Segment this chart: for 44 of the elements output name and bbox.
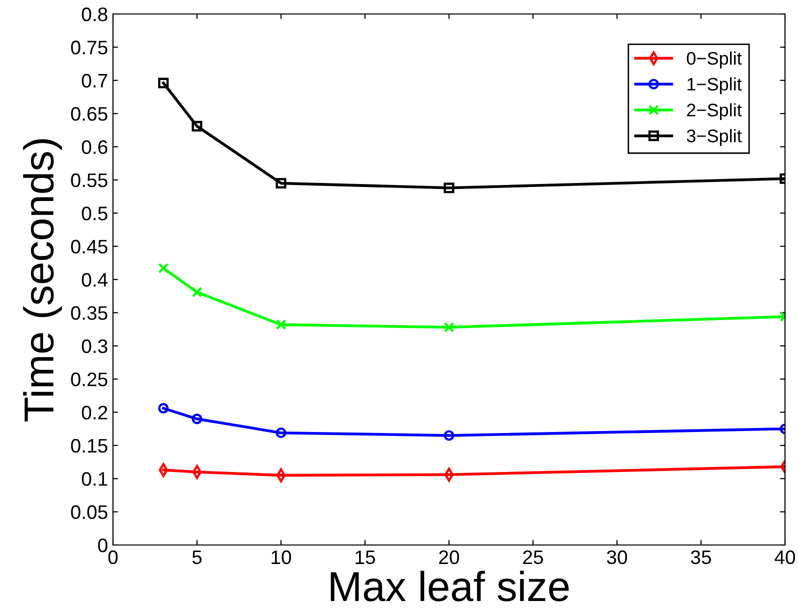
point <box>192 414 202 424</box>
point <box>192 120 202 132</box>
x-tick-label: 40 <box>774 550 796 564</box>
x-tick-label: 25 <box>523 550 543 564</box>
y-tick-label: 0.35 <box>71 306 108 320</box>
y-tick-label: 0.45 <box>71 240 108 254</box>
point <box>276 428 286 438</box>
legend-label: 2−Split <box>687 103 742 120</box>
y-tick-label: 0.2 <box>82 406 108 420</box>
legend-label: 1−Split <box>688 77 742 94</box>
x-tick-label: 30 <box>606 550 628 564</box>
y-tick-label: 0.6 <box>82 140 108 154</box>
legend-label: 3−Split <box>686 129 742 146</box>
y-tick-label: 0.25 <box>71 372 108 386</box>
x-axis-title: Max leaf size <box>330 570 569 602</box>
point <box>444 322 454 333</box>
legend-label: 0−Split <box>686 51 742 68</box>
y-tick-label: 0.4 <box>82 272 108 287</box>
y-tick-label: 0 <box>98 538 108 552</box>
point <box>444 430 454 441</box>
x-tick-label: 5 <box>192 550 202 564</box>
y-tick-label: 0.5 <box>82 206 108 220</box>
x-tick-label: 20 <box>439 550 460 564</box>
point <box>158 262 169 274</box>
x-tick-label: 15 <box>356 550 375 564</box>
y-tick-label: 0.1 <box>82 472 108 486</box>
y-tick-label: 0.05 <box>71 505 108 520</box>
y-tick-label: 0.65 <box>71 107 108 121</box>
point <box>158 78 169 88</box>
y-tick-label: 0.7 <box>82 74 108 88</box>
point <box>158 402 169 414</box>
y-tick-label: 0.75 <box>71 40 108 54</box>
x-tick-label: 35 <box>690 550 711 564</box>
point <box>444 182 454 194</box>
y-tick-label: 0.55 <box>71 173 108 188</box>
y-axis-title: Time (seconds) <box>23 139 62 422</box>
x-tick-label: 0 <box>108 550 118 564</box>
point <box>276 319 286 330</box>
point <box>192 286 202 298</box>
x-tick-label: 10 <box>272 550 292 564</box>
y-tick-label: 0.8 <box>82 7 108 22</box>
point <box>276 178 286 189</box>
y-tick-label: 0.15 <box>71 438 108 453</box>
y-tick-label: 0.3 <box>82 339 108 354</box>
